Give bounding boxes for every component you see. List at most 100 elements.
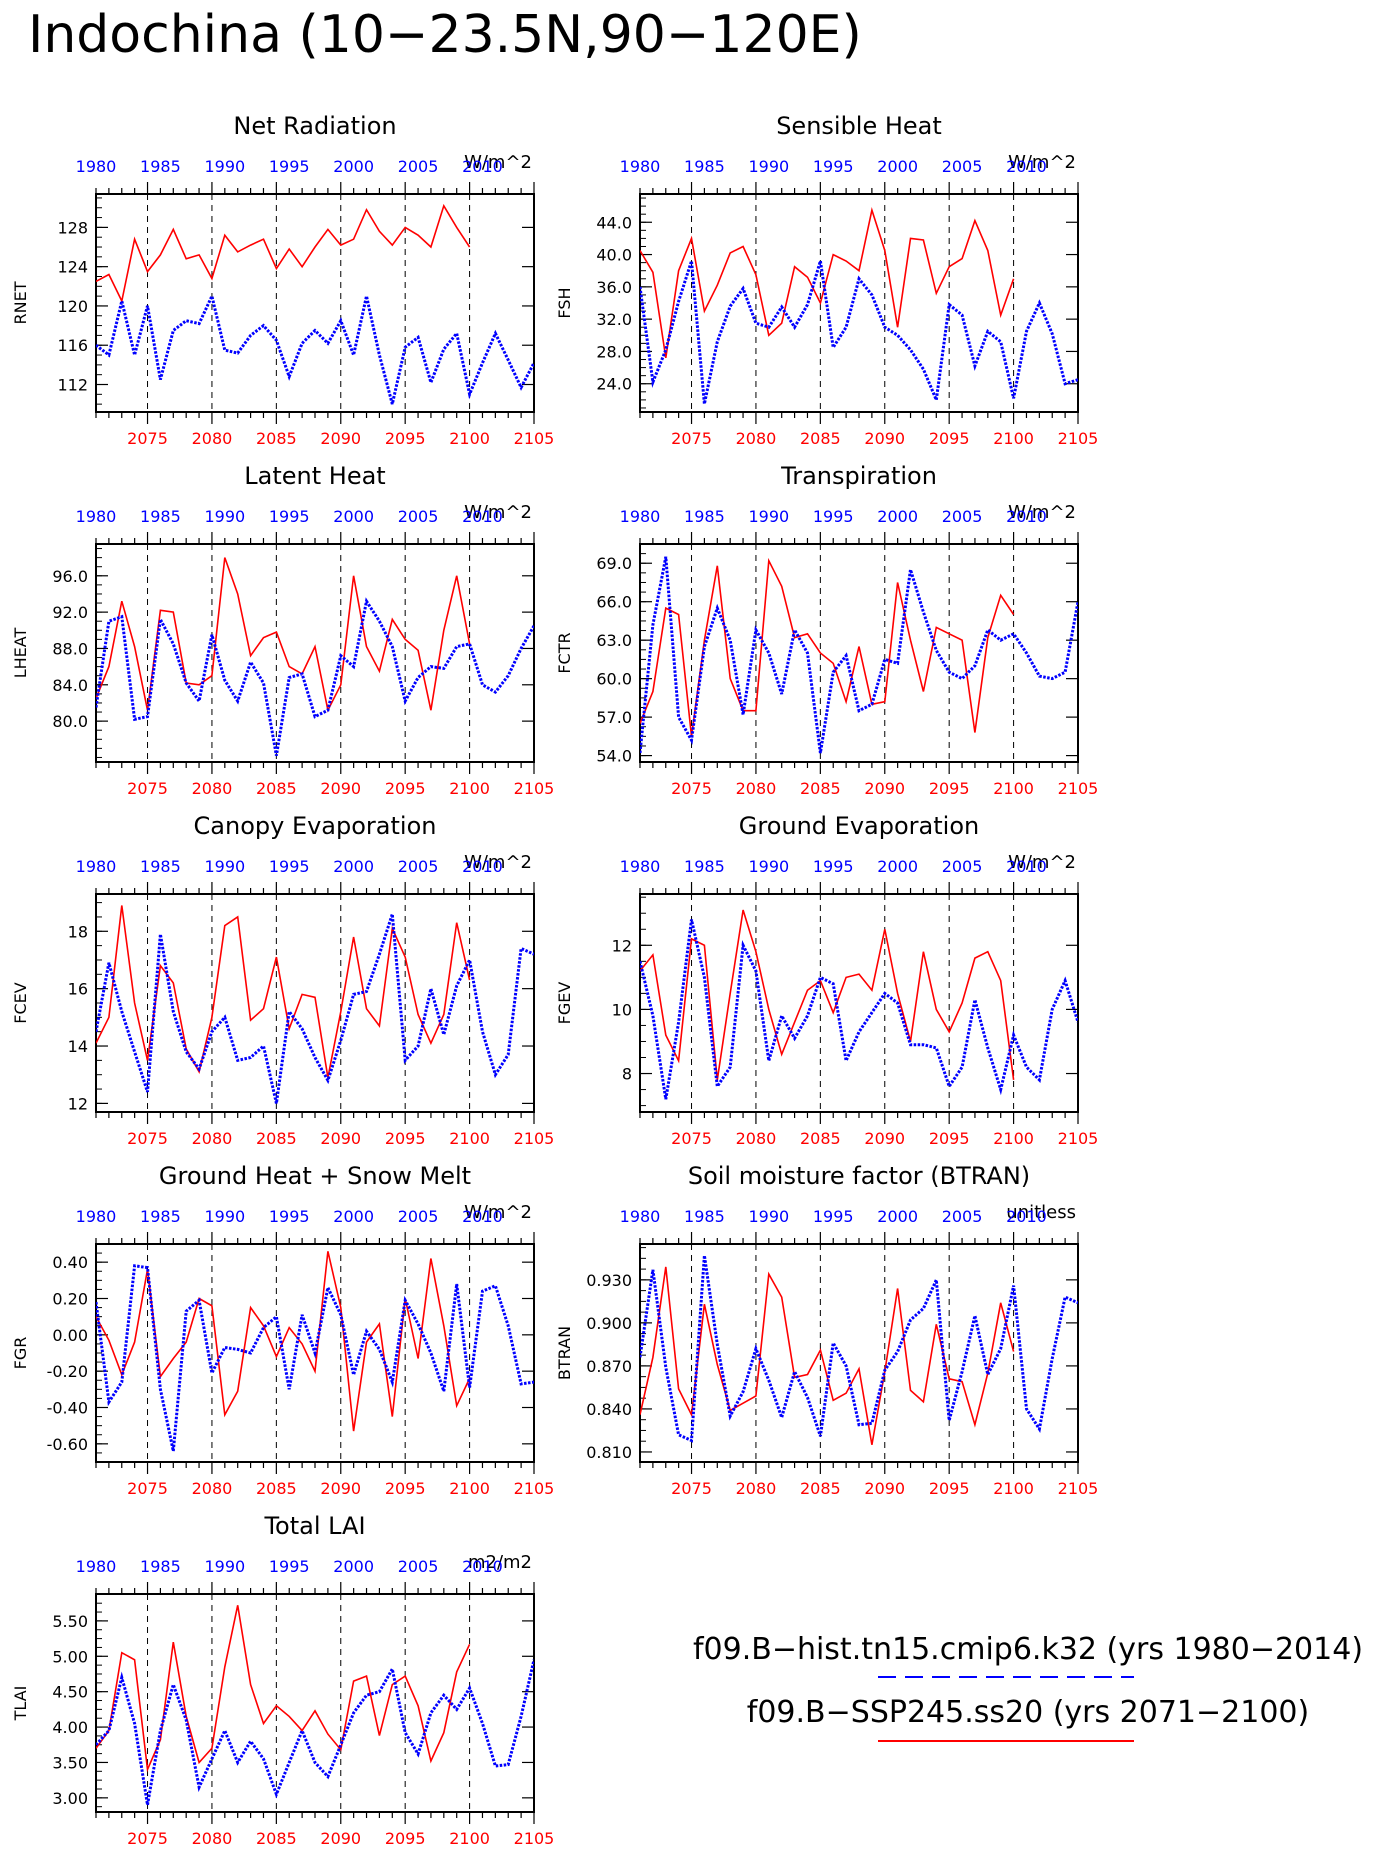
x-tick-label-future: 2080 (192, 429, 233, 448)
x-tick-label-future: 2105 (514, 1479, 555, 1498)
y-tick-label: 0.840 (586, 1400, 632, 1419)
panel-units: W/m^2 (464, 1202, 532, 1223)
x-tick-label-hist: 1985 (140, 1207, 181, 1226)
panel-ylabel: FSH (555, 287, 574, 318)
x-tick-label-future: 2075 (127, 429, 168, 448)
series-future-line (96, 203, 471, 304)
panel-btran: Soil moisture factor (BTRAN) unitless BTRA… (555, 1162, 1098, 1498)
series-future-line (640, 206, 1015, 359)
x-tick-label-future: 2080 (192, 1829, 233, 1848)
x-tick-label-hist: 1980 (620, 857, 661, 876)
x-tick-label-future: 2105 (514, 779, 555, 798)
y-tick-label: 92.0 (52, 603, 88, 622)
x-tick-label-future: 2100 (993, 429, 1034, 448)
y-tick-label: 0.20 (52, 1290, 88, 1309)
x-tick-label-hist: 2005 (398, 857, 439, 876)
x-tick-label-future: 2090 (864, 1129, 905, 1148)
x-tick-label-hist: 1985 (684, 507, 725, 526)
x-tick-label-future: 2095 (929, 429, 970, 448)
y-tick-label: 124 (57, 258, 88, 277)
x-tick-label-hist: 2005 (398, 1557, 439, 1576)
x-tick-label-hist: 1990 (204, 157, 245, 176)
panel-tlai: Total LAI m2/m2 TLAI 2075 2080 2085 2090 2095 21… (11, 1512, 554, 1848)
x-tick-label-future: 2085 (256, 1829, 297, 1848)
series-future-line (96, 905, 471, 1078)
series-hist-line (96, 1264, 534, 1452)
y-tick-label: 12 (68, 1094, 88, 1113)
x-tick-label-future: 2100 (993, 1129, 1034, 1148)
x-tick-label-future: 2085 (256, 1129, 297, 1148)
series-group (640, 909, 1078, 1100)
plot-frame (639, 1243, 1079, 1463)
y-tick-label: 88.0 (52, 639, 88, 658)
panel-title: Ground Heat + Snow Melt (159, 1162, 471, 1190)
y-tick-label: 0.900 (586, 1314, 632, 1333)
x-tick-label-hist: 2010 (1006, 157, 1047, 176)
y-tick-label: -0.40 (47, 1399, 88, 1418)
series-group (640, 1255, 1078, 1445)
y-tick-label: 14 (68, 1037, 88, 1056)
x-tick-label-hist: 1985 (140, 157, 181, 176)
x-tick-label-hist: 2000 (877, 1207, 918, 1226)
x-tick-label-future: 2075 (671, 1479, 712, 1498)
series-hist-line (640, 1255, 1078, 1443)
x-tick-label-hist: 1980 (620, 157, 661, 176)
y-tick-label: 120 (57, 297, 88, 316)
x-tick-label-hist: 1995 (813, 507, 854, 526)
y-tick-label: 69.0 (596, 554, 632, 573)
panel-units: W/m^2 (464, 152, 532, 173)
panel-units: W/m^2 (1008, 502, 1076, 523)
x-tick-label-future: 2080 (192, 1479, 233, 1498)
x-tick-label-hist: 1990 (204, 1557, 245, 1576)
x-tick-label-future: 2080 (736, 779, 777, 798)
x-tick-label-hist: 1985 (140, 857, 181, 876)
y-tick-label: 4.50 (52, 1683, 88, 1702)
x-tick-label-hist: 1990 (204, 1207, 245, 1226)
series-group (640, 556, 1078, 754)
x-tick-label-future: 2085 (800, 1129, 841, 1148)
x-tick-label-future: 2100 (449, 429, 490, 448)
y-tick-label: 54.0 (596, 747, 632, 766)
x-tick-label-hist: 2005 (398, 507, 439, 526)
x-tick-label-future: 2075 (671, 1129, 712, 1148)
panel-ylabel: FGR (11, 1337, 30, 1370)
x-tick-label-hist: 1985 (684, 1207, 725, 1226)
series-group (96, 1251, 534, 1452)
x-tick-label-hist: 1985 (140, 507, 181, 526)
series-hist-line (640, 919, 1078, 1100)
y-tick-label: 116 (57, 336, 88, 355)
x-tick-label-hist: 1995 (269, 1557, 310, 1576)
y-tick-label: 5.00 (52, 1647, 88, 1666)
x-tick-label-future: 2075 (671, 779, 712, 798)
x-tick-label-hist: 2005 (942, 857, 983, 876)
series-future-line (640, 909, 1015, 1081)
x-tick-label-future: 2090 (320, 1829, 361, 1848)
x-tick-label-hist: 1990 (748, 157, 789, 176)
series-hist-line (640, 556, 1078, 754)
panel-rnet: Net Radiation W/m^2 RNET 2075 2080 2085 2090 20… (11, 112, 554, 448)
panel-fsh: Sensible Heat W/m^2 FSH 2075 2080 2085 2090 209… (555, 112, 1098, 448)
series-group (640, 206, 1078, 406)
y-tick-label: 36.0 (596, 278, 632, 297)
y-tick-label: 128 (57, 218, 88, 237)
x-tick-label-hist: 1995 (813, 1207, 854, 1226)
x-tick-label-future: 2085 (256, 1479, 297, 1498)
x-tick-label-future: 2080 (192, 779, 233, 798)
x-tick-label-future: 2085 (800, 429, 841, 448)
panel-title: Transpiration (780, 462, 937, 490)
panel-fgr: Ground Heat + Snow Melt W/m^2 FGR 2075 2080 2… (11, 1162, 554, 1498)
plot-frame (95, 543, 535, 763)
x-tick-label-future: 2105 (514, 429, 555, 448)
x-tick-label-future: 2075 (127, 1829, 168, 1848)
y-tick-label: 24.0 (596, 375, 632, 394)
panel-title: Ground Evaporation (739, 812, 979, 840)
panel-title: Soil moisture factor (BTRAN) (688, 1162, 1030, 1190)
x-tick-label-hist: 2005 (942, 157, 983, 176)
plot-frame (639, 893, 1079, 1113)
series-group (96, 557, 534, 756)
x-tick-label-future: 2075 (127, 779, 168, 798)
x-tick-label-hist: 2000 (877, 157, 918, 176)
x-tick-label-hist: 1995 (269, 157, 310, 176)
panel-fcev: Canopy Evaporation W/m^2 FCEV 2075 2080 2085 2… (11, 812, 554, 1148)
